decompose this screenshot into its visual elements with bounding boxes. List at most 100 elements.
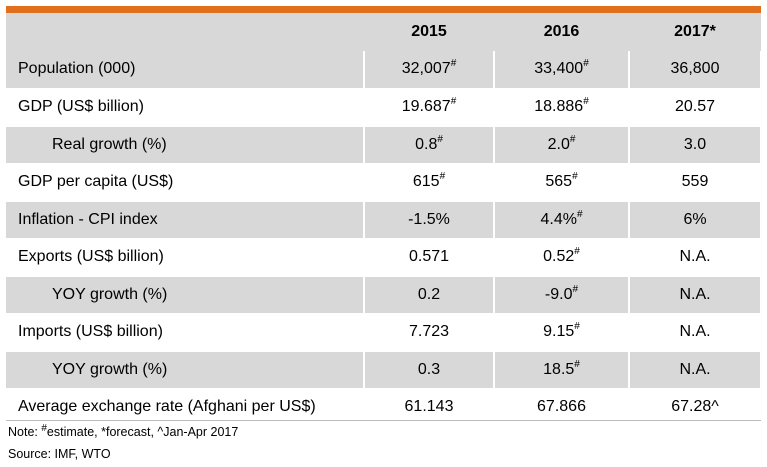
- value-cell: 4.4%#: [494, 201, 630, 240]
- value-cell: 18.886#: [494, 88, 630, 127]
- row-label: YOY growth (%): [6, 351, 365, 390]
- cell-value: 0.52: [543, 248, 575, 266]
- cell-value: 0.571: [408, 248, 450, 266]
- cell-value: N.A.: [679, 248, 711, 266]
- estimate-mark: #: [450, 96, 457, 108]
- value-cell: 6%: [629, 201, 762, 240]
- economic-indicators-table: 2015 2016 2017* Population (000) 32,007# 3…: [6, 13, 762, 427]
- value-cell: 36,800: [629, 51, 762, 90]
- row-label: Imports (US$ billion): [6, 313, 365, 352]
- cell-value: 32,007: [401, 60, 451, 78]
- value-cell: 19.687#: [364, 88, 495, 127]
- value-cell: 565#: [494, 163, 630, 202]
- estimate-mark: #: [569, 133, 576, 145]
- value-cell: N.A.: [629, 276, 762, 315]
- table-row: Exports (US$ billion) 0.571 0.52# N.A.: [6, 238, 762, 277]
- value-cell: 0.2: [364, 276, 495, 315]
- row-label: Real growth (%): [6, 126, 365, 165]
- table-row: Population (000) 32,007# 33,400# 36,800: [6, 51, 762, 90]
- value-cell: 0.8#: [364, 126, 495, 165]
- source-line: Source: IMF, WTO: [8, 447, 111, 461]
- value-cell: 0.52#: [494, 238, 630, 277]
- estimate-mark: #: [583, 58, 589, 70]
- cell-value: 7.723: [408, 323, 450, 341]
- value-cell: N.A.: [629, 238, 762, 277]
- header-label-cell: [6, 13, 364, 51]
- cell-value: 565: [545, 173, 573, 191]
- footer-divider: [6, 420, 761, 421]
- cell-value: 2.0: [547, 135, 570, 153]
- footnote: Note: #estimate, *forecast, ^Jan-Apr 201…: [8, 423, 239, 439]
- cell-value: 9.15: [543, 323, 575, 341]
- value-cell: 33,400#: [494, 51, 630, 90]
- table-row: Real growth (%) 0.8# 2.0# 3.0: [6, 126, 762, 165]
- cell-value: 0.3: [417, 360, 441, 378]
- cell-value: 67.28^: [671, 398, 719, 416]
- value-cell: 7.723: [364, 313, 495, 352]
- cell-value: 3.0: [683, 135, 707, 153]
- cell-value: -1.5%: [408, 210, 450, 228]
- value-cell: -1.5%: [364, 201, 495, 240]
- table-header-row: 2015 2016 2017*: [6, 13, 761, 51]
- table-row: YOY growth (%) 0.2 -9.0# N.A.: [6, 276, 762, 315]
- cell-value: N.A.: [679, 285, 711, 303]
- cell-value: 33,400: [534, 60, 584, 78]
- value-cell: 32,007#: [364, 51, 495, 90]
- table-row: YOY growth (%) 0.3 18.5# N.A.: [6, 351, 762, 390]
- note-text: estimate, *forecast, ^Jan-Apr 2017: [46, 425, 239, 439]
- value-cell: 0.3: [364, 351, 495, 390]
- cell-value: 67.866: [537, 398, 586, 416]
- row-label: Exports (US$ billion): [6, 238, 365, 277]
- value-cell: 0.571: [364, 238, 495, 277]
- value-cell: N.A.: [629, 313, 762, 352]
- cell-value: 18.5: [543, 360, 575, 378]
- cell-value: 0.2: [417, 285, 441, 303]
- value-cell: 3.0: [629, 126, 762, 165]
- cell-value: 615: [412, 173, 440, 191]
- cell-value: 36,800: [670, 60, 720, 78]
- note-prefix: Note:: [8, 425, 42, 439]
- value-cell: 9.15#: [494, 313, 630, 352]
- estimate-mark: #: [576, 208, 583, 220]
- row-label: YOY growth (%): [6, 276, 365, 315]
- table-row: GDP (US$ billion) 19.687# 18.886# 20.57: [6, 88, 762, 127]
- estimate-mark: #: [450, 58, 457, 70]
- cell-value: 559: [681, 173, 709, 191]
- estimate-mark: #: [583, 96, 589, 108]
- estimate-mark: #: [437, 133, 443, 145]
- estimate-mark: #: [572, 171, 578, 183]
- estimate-mark: #: [572, 283, 579, 295]
- cell-value: 18.886: [534, 98, 584, 116]
- row-label: Inflation - CPI index: [6, 201, 365, 240]
- value-cell: 18.5#: [494, 351, 630, 390]
- row-label: GDP (US$ billion): [6, 88, 365, 127]
- value-cell: -9.0#: [494, 276, 630, 315]
- header-year-2015: 2015: [364, 13, 494, 51]
- accent-bar: [6, 6, 761, 13]
- estimate-mark: #: [439, 171, 446, 183]
- cell-value: 61.143: [404, 398, 454, 416]
- table-row: Inflation - CPI index -1.5% 4.4%# 6%: [6, 201, 762, 240]
- table-row: Imports (US$ billion) 7.723 9.15# N.A.: [6, 313, 762, 352]
- cell-value: 19.687: [401, 98, 451, 116]
- note-estimate-mark: #: [41, 423, 47, 434]
- value-cell: 559: [629, 163, 762, 202]
- table-row: GDP per capita (US$) 615# 565# 559: [6, 163, 762, 202]
- cell-value: N.A.: [679, 360, 711, 378]
- cell-value: -9.0: [544, 285, 573, 303]
- estimate-mark: #: [574, 358, 580, 370]
- estimate-mark: #: [574, 321, 580, 333]
- cell-value: 4.4%: [540, 210, 577, 228]
- cell-value: 0.8: [415, 135, 438, 153]
- row-label: Population (000): [6, 51, 365, 90]
- value-cell: 2.0#: [494, 126, 630, 165]
- row-label: GDP per capita (US$): [6, 163, 365, 202]
- value-cell: 20.57: [629, 88, 762, 127]
- cell-value: 20.57: [674, 98, 716, 116]
- cell-value: 6%: [683, 210, 707, 228]
- estimate-mark: #: [574, 246, 580, 258]
- value-cell: N.A.: [629, 351, 762, 390]
- cell-value: N.A.: [679, 323, 711, 341]
- value-cell: 615#: [364, 163, 495, 202]
- header-year-2017: 2017*: [629, 13, 761, 51]
